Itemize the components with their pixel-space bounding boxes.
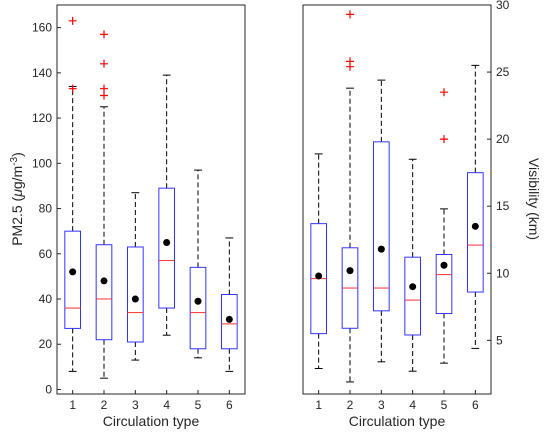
pm25-box-group [127, 192, 144, 361]
visibility-box-group [435, 88, 453, 364]
pm25-outlier-marker [68, 16, 77, 25]
pm25-box-group [95, 30, 113, 379]
visibility-mean-point [377, 245, 385, 253]
pm25-mean-point [225, 315, 233, 323]
visibility-boxes [310, 10, 484, 383]
pm25-x-axis-label: Circulation type [103, 413, 200, 429]
pm25-y-tick-label: 160 [32, 21, 52, 35]
pm25-outlier-marker [100, 30, 108, 39]
visibility-x-axis-label: Circulation type [349, 413, 446, 429]
visibility-x-ticks: 1 2 3 4 5 6 [315, 390, 479, 412]
pm25-mean-point [69, 268, 77, 276]
visibility-x-tick-label: 3 [378, 398, 385, 412]
pm25-x-tick-label: 2 [101, 398, 108, 412]
visibility-box [467, 172, 484, 293]
visibility-outlier-marker [346, 57, 354, 66]
pm25-box [127, 246, 144, 343]
pm25-y-ticks: 0 20 40 60 80 100 120 140 160 [32, 21, 61, 396]
pm25-outlier-marker [100, 91, 108, 100]
visibility-x-tick-label: 4 [409, 398, 416, 412]
pm25-y-axis-label: PM2.5 (μg/m-3) [9, 152, 25, 246]
visibility-y-tick-label: 15 [496, 199, 510, 213]
pm25-box [189, 266, 207, 350]
pm25-x-ticks: 1 2 3 4 5 6 [69, 390, 233, 412]
pm25-boxes [64, 16, 238, 379]
visibility-box [373, 141, 390, 312]
pm25-x-tick-label: 6 [226, 398, 233, 412]
visibility-mean-point [346, 267, 354, 275]
visibility-box-group [310, 153, 328, 370]
visibility-box-group [467, 64, 484, 349]
visibility-y-tick-label: 25 [496, 65, 510, 79]
pm25-box-group [64, 16, 82, 372]
visibility-mean-point [315, 272, 323, 280]
visibility-y-tick-label: 30 [496, 0, 510, 12]
visibility-y-tick-label: 10 [496, 266, 510, 280]
pm25-mean-point [163, 238, 171, 246]
pm25-box [158, 187, 175, 309]
visibility-x-tick-label: 6 [472, 398, 479, 412]
visibility-mean-point [440, 261, 448, 269]
pm25-y-tick-label: 120 [32, 111, 52, 125]
visibility-x-tick-label: 2 [347, 398, 354, 412]
pm25-mean-point [194, 297, 202, 305]
visibility-box [435, 253, 453, 315]
visibility-box [404, 256, 422, 336]
visibility-outlier-marker [440, 135, 448, 144]
pm25-box [95, 244, 113, 341]
visibility-y-ticks: 5 10 15 20 25 30 [487, 0, 510, 347]
pm25-y-tick-label: 40 [39, 292, 53, 306]
visibility-box-group [404, 158, 422, 372]
visibility-x-tick-label: 1 [315, 398, 322, 412]
pm25-mean-point [100, 277, 108, 285]
pm25-x-tick-label: 3 [132, 398, 139, 412]
visibility-y-axis-label: Visibility (km) [526, 158, 542, 240]
visibility-box-group [341, 10, 359, 383]
pm25-x-tick-label: 1 [69, 398, 76, 412]
visibility-mean-point [409, 283, 417, 291]
pm25-box-group [158, 74, 175, 336]
pm25-mean-point [131, 295, 139, 303]
visibility-mean-point [471, 222, 479, 230]
pm25-y-tick-label: 100 [32, 156, 52, 170]
visibility-y-tick-label: 20 [496, 132, 510, 146]
visibility-outlier-marker [440, 88, 448, 97]
pm25-x-tick-label: 4 [163, 398, 170, 412]
pm25-axes-frame [56, 4, 246, 395]
pm25-y-tick-label: 60 [39, 247, 53, 261]
visibility-outlier-marker [346, 10, 354, 19]
pm25-y-tick-label: 80 [39, 202, 53, 216]
pm25-box [221, 293, 238, 350]
pm25-y-tick-label: 20 [39, 337, 53, 351]
pm25-box-group [189, 169, 207, 359]
pm25-outlier-marker [100, 84, 108, 93]
visibility-y-tick-label: 5 [496, 333, 503, 347]
pm25-outlier-marker [100, 59, 108, 68]
pm25-box [64, 230, 82, 329]
visibility-x-tick-label: 5 [441, 398, 448, 412]
pm25-outlier-marker [68, 84, 77, 93]
pm25-box-group [221, 237, 238, 372]
pm25-x-tick-label: 5 [195, 398, 202, 412]
pm25-y-tick-label: 140 [32, 66, 52, 80]
visibility-box-group [373, 79, 390, 363]
visibility-axes-frame [302, 4, 492, 395]
pm25-panel: 0 20 40 60 80 100 120 140 160 1 2 3 4 5 6 Circulation… [9, 4, 246, 429]
visibility-panel: 5 10 15 20 25 30 1 2 3 4 5 6 Circulation type Visi… [302, 0, 542, 429]
pm25-y-tick-label: 0 [45, 382, 52, 396]
